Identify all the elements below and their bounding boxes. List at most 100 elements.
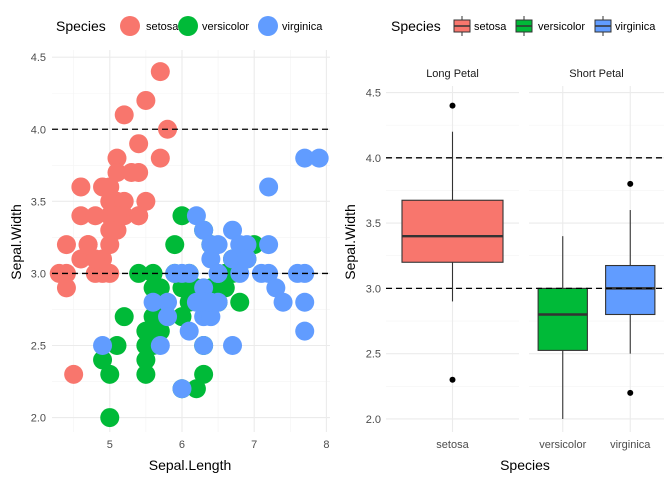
boxplot-y-tick-label: 3.5 [366, 218, 381, 230]
scatter-point-setosa [78, 235, 98, 255]
scatter-point-virginica [237, 249, 257, 269]
scatter-x-tick-label: 6 [179, 439, 185, 451]
box-body [537, 287, 588, 351]
scatter-point-setosa [136, 191, 156, 211]
scatter-point-virginica [223, 336, 243, 356]
scatter-point-virginica [295, 292, 315, 312]
scatter-point-virginica [201, 307, 221, 327]
scatter-point-virginica [158, 292, 178, 312]
boxplot-x-tick-label: setosa [436, 439, 469, 451]
left-legend-title: Species [56, 18, 106, 34]
scatter-point-virginica [208, 263, 228, 283]
scatter-point-setosa [114, 105, 134, 125]
scatter-y-axis-title: Sepal.Width [8, 204, 24, 279]
boxplot-y-tick-label: 2.5 [366, 349, 381, 361]
scatter-point-versicolor [172, 206, 192, 226]
scatter-x-tick-labels: 5 6 7 8 [107, 439, 330, 451]
boxplot-x-tick-label: versicolor [539, 439, 586, 451]
box-versicolor [537, 236, 588, 419]
scatter-point-versicolor [143, 307, 163, 327]
left-legend-label-virginica: virginica [282, 21, 323, 33]
scatter-point-setosa [100, 263, 120, 283]
scatter-point-setosa [114, 191, 134, 211]
scatter-point-setosa [56, 235, 76, 255]
scatter-point-setosa [71, 206, 91, 226]
scatter-point-versicolor [186, 379, 206, 399]
scatter-point-versicolor [114, 307, 134, 327]
right-legend-title: Species [391, 18, 441, 34]
scatter-point-versicolor [194, 364, 214, 384]
scatter-x-axis-title: Sepal.Length [149, 457, 232, 473]
scatter-point-virginica [266, 278, 286, 298]
right-legend-key-versicolor [515, 16, 533, 36]
scatter-point-setosa [64, 364, 84, 384]
scatter-point-virginica [273, 292, 293, 312]
scatter-point-versicolor [100, 408, 120, 428]
right-legend-label-setosa: setosa [474, 21, 507, 33]
scatter-x-tick-label: 8 [323, 439, 329, 451]
box-virginica [605, 180, 656, 396]
scatter-point-versicolor [136, 364, 156, 384]
box-outlier-point [449, 102, 456, 109]
scatter-point-setosa [93, 177, 113, 197]
scatter-y-tick-label: 3.0 [31, 268, 46, 280]
scatter-point-virginica [143, 292, 163, 312]
scatter-point-setosa [129, 134, 149, 154]
scatter-point-virginica [208, 235, 228, 255]
scatter-point-setosa [71, 177, 91, 197]
scatter-point-virginica [208, 292, 228, 312]
scatter-point-setosa [150, 148, 170, 168]
scatter-point-setosa [71, 249, 91, 269]
scatter-point-setosa [85, 206, 105, 226]
scatter-y-tick-label: 4.5 [31, 52, 46, 64]
scatter-point-setosa [100, 220, 120, 240]
scatter-y-tick-labels: 2.0 2.5 3.0 3.5 4.0 4.5 [31, 52, 46, 424]
scatter-point-versicolor [107, 336, 127, 356]
box-outlier-point [627, 180, 634, 187]
scatter-point-virginica [194, 220, 214, 240]
scatter-point-versicolor [172, 307, 192, 327]
scatter-point-virginica [179, 263, 199, 283]
left-legend: Species setosa versicolor virginica [56, 16, 323, 36]
boxplot-y-tick-label: 4.5 [366, 88, 381, 100]
scatter-point-virginica [223, 249, 243, 269]
left-legend-key-virginica [258, 16, 278, 36]
boxplot-reference-lines [386, 157, 664, 290]
scatter-point-setosa [85, 249, 105, 269]
scatter-point-versicolor [150, 321, 170, 341]
scatter-reference-lines [52, 128, 330, 275]
scatter-point-virginica [194, 278, 214, 298]
scatter-y-tick-label: 4.0 [31, 124, 46, 136]
scatter-point-virginica [237, 235, 257, 255]
scatter-point-virginica [230, 263, 250, 283]
box-body [401, 199, 504, 263]
left-legend-label-setosa: setosa [146, 21, 179, 33]
scatter-point-versicolor [215, 278, 235, 298]
scatter-point-virginica [201, 249, 221, 269]
scatter-point-setosa [136, 90, 156, 110]
scatter-point-setosa [150, 62, 170, 82]
scatter-point-versicolor [150, 278, 170, 298]
scatter-point-versicolor [136, 350, 156, 370]
right-legend-key-virginica [594, 16, 612, 36]
scatter-point-virginica [223, 220, 243, 240]
scatter-y-tick-label: 3.5 [31, 196, 46, 208]
box-body [605, 264, 656, 316]
box-outlier-point [449, 376, 456, 383]
scatter-point-setosa [107, 163, 127, 183]
scatter-point-virginica [172, 379, 192, 399]
scatter-point-versicolor [230, 292, 250, 312]
scatter-point-virginica [295, 148, 315, 168]
boxplot-boxes [401, 102, 656, 419]
left-legend-key-setosa [120, 16, 140, 36]
scatter-point-virginica [295, 321, 315, 341]
scatter-point-versicolor [100, 364, 120, 384]
boxplot-y-tick-label: 4.0 [366, 153, 381, 165]
scatter-point-virginica [93, 336, 113, 356]
scatter-y-tick-label: 2.0 [31, 413, 46, 425]
right-legend-label-virginica: virginica [615, 21, 656, 33]
left-legend-key-versicolor [178, 16, 198, 36]
scatter-x-tick-label: 5 [107, 439, 113, 451]
scatter-point-setosa [107, 148, 127, 168]
